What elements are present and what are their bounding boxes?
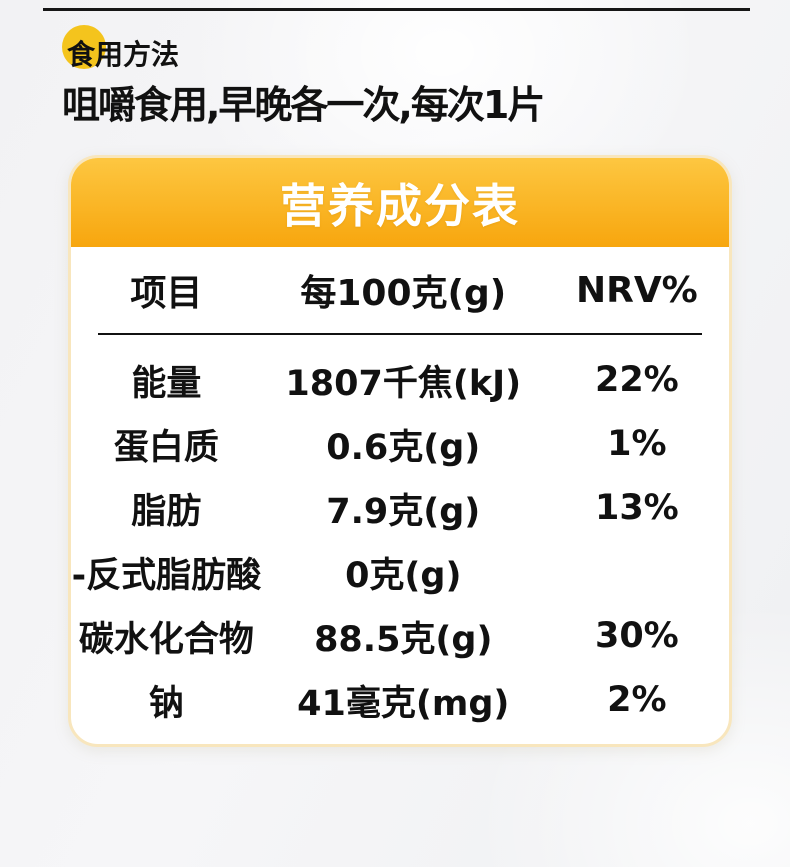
nutrition-table-row: 脂肪 7.9克(g) 13%	[71, 476, 729, 540]
nutrient-nrv: 1%	[607, 424, 667, 464]
nutrient-amount: 7.9克(g)	[326, 491, 481, 532]
column-header-item: 项目	[130, 273, 203, 314]
nutrition-table-row: 蛋白质 0.6克(g) 1%	[71, 412, 729, 476]
nutrition-card-header: 营养成分表	[71, 158, 729, 247]
yellow-dot-accent	[62, 25, 106, 69]
nutrient-amount: 0克(g)	[345, 555, 462, 596]
nutrient-name: 能量	[131, 363, 202, 404]
usage-heading-label: 食用方法	[67, 38, 180, 71]
nutrient-nrv: 30%	[594, 616, 679, 656]
nutrient-amount: 41毫克(mg)	[297, 683, 510, 724]
nutrient-nrv: 2%	[607, 680, 667, 720]
nutrition-card-title: 营养成分表	[280, 178, 520, 233]
nutrient-name: 钠	[148, 683, 184, 724]
nutrition-facts-card: 营养成分表 项目 每100克(g) NRV% 能量 1807千焦(kJ) 22%…	[68, 155, 732, 747]
nutrient-nrv: 22%	[594, 360, 679, 400]
usage-instruction-text: 咀嚼食用,早晚各一次,每次1片	[62, 83, 545, 127]
nutrient-name: -反式脂肪酸	[71, 555, 262, 596]
nutrient-amount: 88.5克(g)	[314, 619, 493, 660]
section-divider-rule	[43, 8, 750, 11]
nutrient-name: 脂肪	[131, 491, 202, 532]
nutrition-table-row: -反式脂肪酸 0克(g)	[71, 540, 729, 604]
column-header-per100g: 每100克(g)	[300, 273, 507, 314]
nutrient-amount: 0.6克(g)	[326, 427, 481, 468]
usage-section-heading: 食用方法	[62, 25, 322, 71]
nutrient-name: 碳水化合物	[78, 619, 254, 660]
nutrient-nrv: 13%	[594, 488, 679, 528]
nutrition-table-body: 能量 1807千焦(kJ) 22% 蛋白质 0.6克(g) 1% 脂肪 7.9克…	[71, 335, 729, 732]
nutrition-table-header-row: 项目 每100克(g) NRV%	[71, 247, 729, 333]
nutrient-amount: 1807千焦(kJ)	[285, 363, 522, 404]
nutrition-table-row: 能量 1807千焦(kJ) 22%	[71, 348, 729, 412]
nutrition-table-row: 钠 41毫克(mg) 2%	[71, 668, 729, 732]
nutrient-name: 蛋白质	[113, 427, 219, 468]
table-header-separator	[98, 333, 702, 335]
nutrition-table-row: 碳水化合物 88.5克(g) 30%	[71, 604, 729, 668]
column-header-nrv: NRV%	[575, 269, 698, 311]
